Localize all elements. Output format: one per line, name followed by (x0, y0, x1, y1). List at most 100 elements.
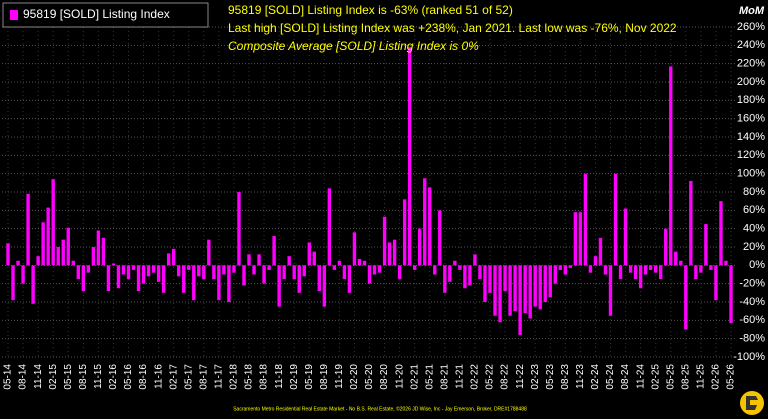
bar (156, 265, 161, 282)
x-tick-label: 08-15 (78, 364, 89, 390)
bar (503, 265, 507, 291)
y-tick-label: 20% (743, 241, 765, 253)
bar (126, 265, 131, 280)
bar (633, 265, 638, 280)
logo-mark (746, 396, 758, 410)
x-tick-label: 11-18 (274, 364, 285, 389)
logo (740, 391, 764, 415)
bar (26, 193, 30, 266)
bar (51, 179, 55, 266)
bar (187, 265, 191, 270)
bar (483, 265, 487, 302)
bar (247, 254, 251, 266)
bar (16, 260, 20, 266)
x-tick-label: 02-21 (409, 364, 420, 390)
bar (121, 265, 126, 275)
bar (704, 224, 708, 266)
bar (518, 265, 522, 335)
bar (659, 265, 663, 280)
x-tick-label: 05-14 (3, 364, 14, 390)
annotation: Composite Average [SOLD] Listing Index i… (228, 39, 479, 53)
bar (332, 265, 337, 270)
bar (177, 265, 181, 277)
bar (679, 260, 683, 266)
bar (292, 265, 296, 280)
bar (538, 265, 542, 310)
bar (327, 188, 332, 266)
x-tick-label: 02-25 (650, 364, 661, 390)
bar (357, 258, 362, 266)
bar (407, 47, 412, 266)
x-tick-label: 11-14 (33, 364, 44, 389)
bar (543, 265, 547, 302)
bar (653, 265, 658, 273)
y-tick-label: -80% (739, 333, 765, 345)
y-tick-label: -40% (739, 296, 765, 308)
bar (729, 265, 733, 324)
bar (428, 187, 432, 266)
bar (222, 265, 226, 275)
bar (719, 201, 723, 266)
bar (578, 212, 583, 266)
annotation: Last high [SOLD] Listing Index was +238%… (228, 21, 677, 35)
bar (202, 265, 206, 280)
labels: 260% 240% 220% 200% 180% 160% 140% 120% 100% 80% 6… (3, 21, 766, 390)
bar (493, 265, 497, 316)
bar (438, 210, 442, 266)
bar (252, 265, 256, 275)
bars (6, 47, 733, 335)
bar (387, 242, 392, 266)
bar (643, 265, 648, 275)
bar (648, 265, 653, 270)
x-tick-label: 02-18 (229, 364, 240, 390)
bar (207, 239, 211, 266)
x-tick-label: 11-17 (214, 364, 225, 389)
bar (322, 265, 327, 307)
bar (272, 236, 276, 266)
bar (392, 239, 397, 266)
x-tick-label: 02-15 (48, 364, 59, 390)
bar (342, 265, 347, 280)
bar (267, 265, 271, 270)
bar (402, 199, 407, 266)
bar (523, 265, 527, 313)
bar (302, 265, 306, 277)
y-tick-label: -100% (733, 351, 765, 363)
x-tick-label: 11-15 (93, 364, 104, 389)
bar (46, 207, 50, 266)
bar (101, 237, 106, 266)
bar (227, 265, 231, 302)
bar (588, 265, 593, 273)
bar (458, 265, 462, 270)
bar (367, 265, 372, 284)
bar (709, 265, 713, 270)
bar (563, 265, 568, 275)
y-tick-label: 160% (737, 113, 765, 125)
bar (468, 265, 472, 286)
bar (669, 66, 673, 266)
bar (71, 260, 75, 266)
bar (287, 256, 291, 266)
bar (558, 265, 562, 270)
x-tick-label: 08-25 (680, 364, 691, 390)
bar (362, 260, 367, 266)
bar (598, 237, 603, 266)
x-tick-label: 05-20 (364, 364, 375, 390)
y-tick-label: 40% (743, 223, 765, 235)
x-tick-label: 02-16 (108, 364, 119, 390)
legend-swatch (10, 10, 18, 20)
x-tick-label: 11-23 (575, 364, 586, 389)
x-tick-label: 11-20 (394, 364, 405, 389)
bar (372, 265, 377, 275)
x-tick-label: 05-23 (545, 364, 556, 390)
bar (21, 265, 25, 284)
x-tick-label: 08-20 (379, 364, 390, 390)
bar (212, 265, 216, 280)
x-tick-label: 11-25 (696, 364, 707, 389)
bar (473, 254, 477, 266)
bar (573, 212, 578, 266)
x-tick-label: 05-24 (605, 364, 616, 390)
bar (36, 256, 40, 266)
